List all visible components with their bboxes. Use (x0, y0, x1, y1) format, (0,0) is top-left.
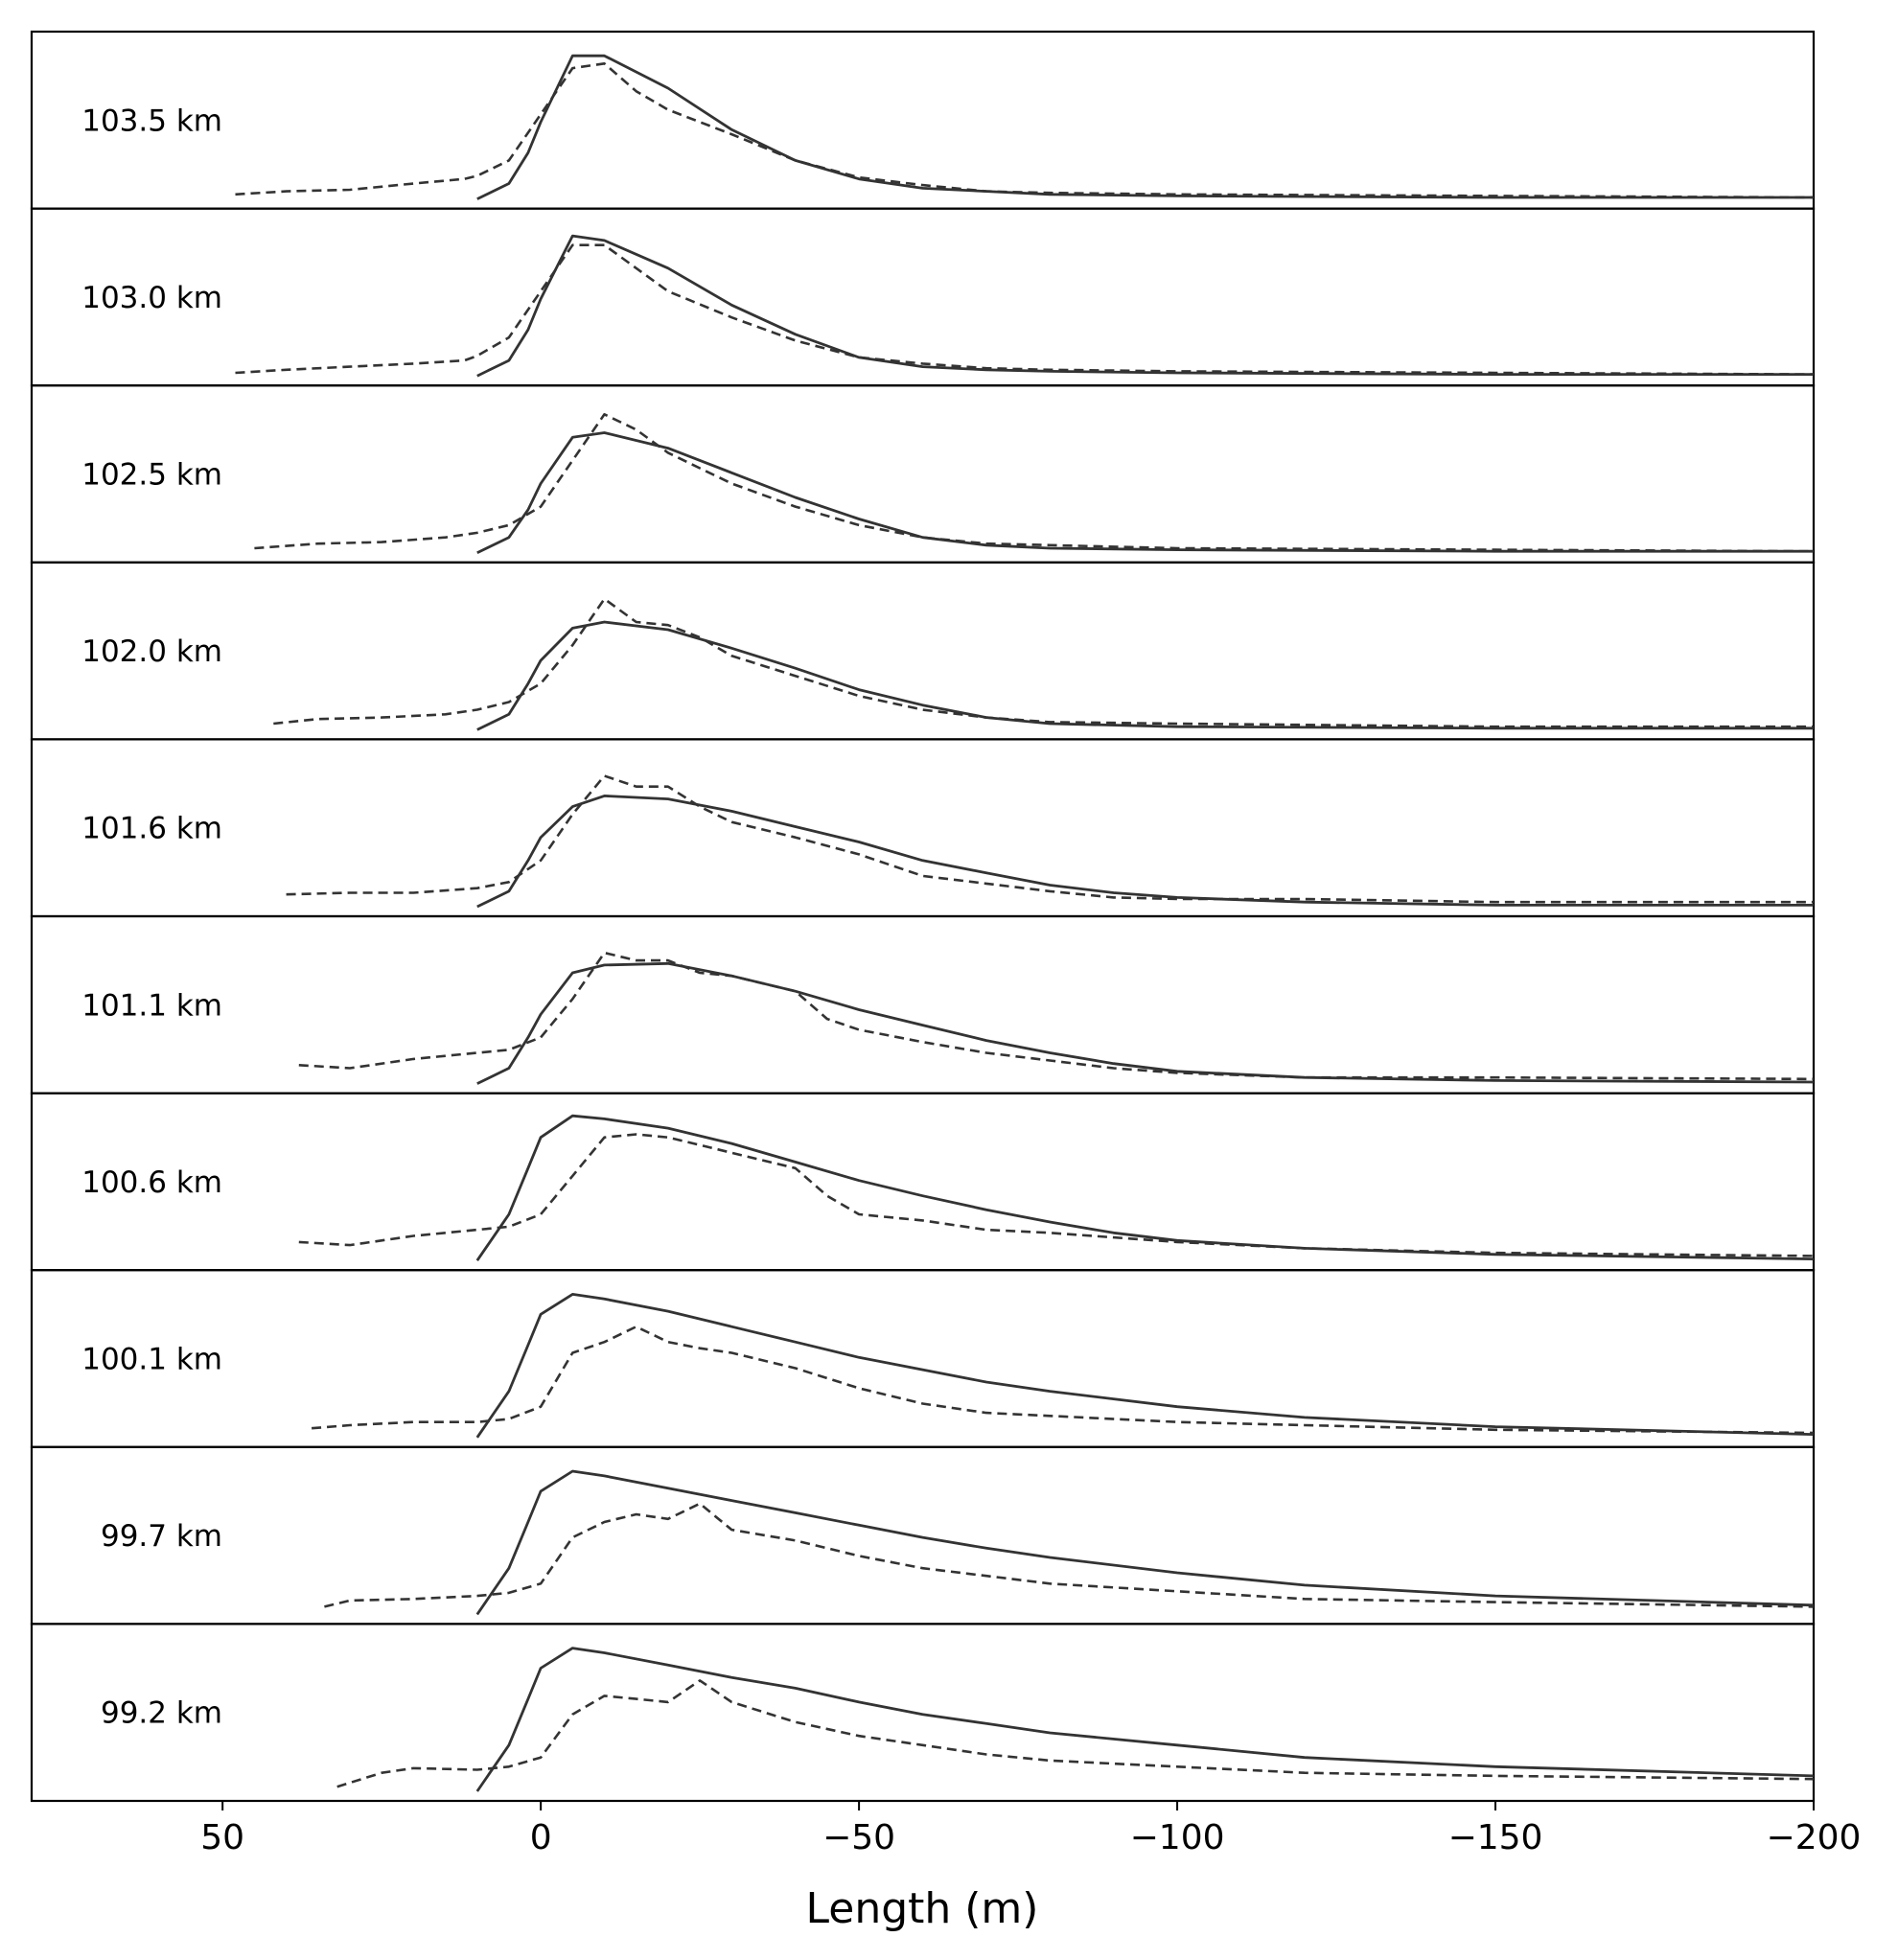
observed-series-line (298, 1133, 1815, 1257)
model-series-line (475, 1647, 1815, 1792)
panel: 103.0 km (30, 207, 1816, 387)
model-series-line (476, 961, 1815, 1085)
observed-series-line (235, 62, 1815, 199)
panel-label: 100.1 km (81, 1343, 222, 1377)
panel-label: 101.6 km (81, 812, 222, 846)
panel: 102.0 km (30, 561, 1816, 741)
panel: 101.1 km (30, 914, 1816, 1095)
panel: 102.5 km (30, 384, 1816, 564)
panel: 103.5 km (30, 30, 1816, 210)
panel: 100.6 km (30, 1092, 1816, 1272)
panel-label: 102.5 km (81, 458, 222, 493)
panel: 99.2 km (30, 1623, 1816, 1803)
x-tick-label: 50 (200, 1818, 244, 1857)
observed-series-line (254, 413, 1815, 553)
x-tick-label: −50 (822, 1818, 895, 1857)
panel-frame (30, 207, 1816, 387)
x-axis: 50 0 −50 −100 −150 −200 (200, 1801, 1861, 1857)
observed-series-line (336, 1679, 1815, 1788)
panel-frame (30, 1092, 1816, 1272)
panel-frame (30, 1623, 1816, 1803)
panel-label: 101.1 km (81, 988, 222, 1023)
panel: 100.1 km (30, 1269, 1816, 1448)
model-series-line (476, 795, 1814, 909)
panel: 99.7 km (30, 1445, 1816, 1626)
panel-label: 100.6 km (81, 1165, 222, 1200)
panel-frame (30, 914, 1816, 1095)
panel-label: 99.2 km (101, 1696, 222, 1731)
x-tick-label: −100 (1130, 1818, 1225, 1857)
observed-series-line (273, 597, 1814, 728)
observed-series-line (235, 243, 1815, 376)
model-series-line (475, 1293, 1815, 1439)
panel-label: 103.0 km (81, 281, 222, 315)
x-axis-label: Length (m) (806, 1884, 1039, 1933)
model-series-line (475, 1469, 1815, 1616)
panel-label: 99.7 km (101, 1519, 222, 1554)
model-series-line (476, 234, 1814, 378)
panels-group: 103.5 km 103.0 km 102.5 km 102.0 km 101.6 km… (30, 30, 1816, 1803)
panel-label: 103.5 km (81, 104, 222, 138)
panel-frame (30, 561, 1816, 741)
panel: 101.6 km (30, 738, 1816, 918)
observed-series-line (286, 774, 1814, 904)
panel-frame (30, 384, 1816, 564)
panel-label: 102.0 km (81, 634, 222, 669)
panel-frame (30, 30, 1816, 210)
x-tick-label: 0 (530, 1818, 552, 1857)
observed-series-line (311, 1325, 1815, 1435)
panel-frame (30, 1269, 1816, 1448)
model-series-line (476, 431, 1814, 555)
x-tick-label: −150 (1448, 1818, 1543, 1857)
model-series-line (476, 54, 1814, 200)
model-series-line (476, 620, 1814, 731)
model-series-line (475, 1114, 1815, 1261)
x-tick-label: −200 (1767, 1818, 1862, 1857)
observed-series-line (298, 951, 1815, 1081)
observed-series-line (324, 1502, 1815, 1608)
panel-frame (30, 738, 1816, 918)
